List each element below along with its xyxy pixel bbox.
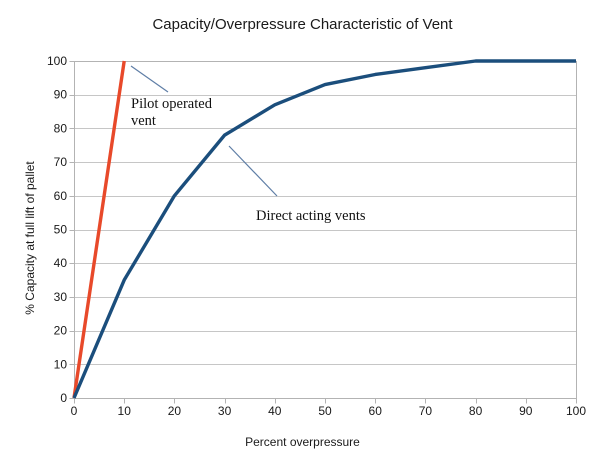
- annotation-pilot-operated-vent: Pilot operated vent: [131, 96, 212, 130]
- leader-line-1: [228, 145, 278, 197]
- y-tick-label-100: 100: [47, 54, 67, 68]
- y-tick-label-20: 20: [54, 324, 68, 338]
- annotation-direct-acting-vents: Direct acting vents: [256, 208, 366, 224]
- y-axis-title: % Capacity at full lift of pallet: [23, 161, 37, 315]
- y-tick-label-10: 10: [54, 357, 68, 371]
- series-pilot-operated-vent: [72, 60, 126, 399]
- x-tick-label-50: 50: [318, 404, 332, 418]
- y-tick-label-0: 0: [60, 391, 67, 405]
- chart-title: Capacity/Overpressure Characteristic of …: [152, 16, 453, 33]
- x-tick-label-90: 90: [519, 404, 533, 418]
- x-axis-title: Percent overpressure: [245, 435, 360, 449]
- x-tick-label-40: 40: [268, 404, 282, 418]
- x-tick-label-80: 80: [469, 404, 483, 418]
- x-tick-label-30: 30: [218, 404, 232, 418]
- x-tick-label-20: 20: [168, 404, 182, 418]
- y-tick-label-80: 80: [54, 121, 68, 135]
- leader-line-0: [130, 65, 169, 93]
- y-tick-label-30: 30: [54, 290, 68, 304]
- x-tick-label-70: 70: [419, 404, 433, 418]
- y-tick-label-70: 70: [54, 155, 68, 169]
- y-tick-label-90: 90: [54, 88, 68, 102]
- x-tick-label-60: 60: [369, 404, 383, 418]
- y-tick-label-50: 50: [54, 223, 68, 237]
- y-tick-label-60: 60: [54, 189, 68, 203]
- y-tick-label-40: 40: [54, 256, 68, 270]
- x-tick-label-0: 0: [71, 404, 78, 418]
- series-direct-acting-vents: [72, 59, 576, 399]
- x-tick-label-10: 10: [118, 404, 132, 418]
- x-tick-label-100: 100: [566, 404, 586, 418]
